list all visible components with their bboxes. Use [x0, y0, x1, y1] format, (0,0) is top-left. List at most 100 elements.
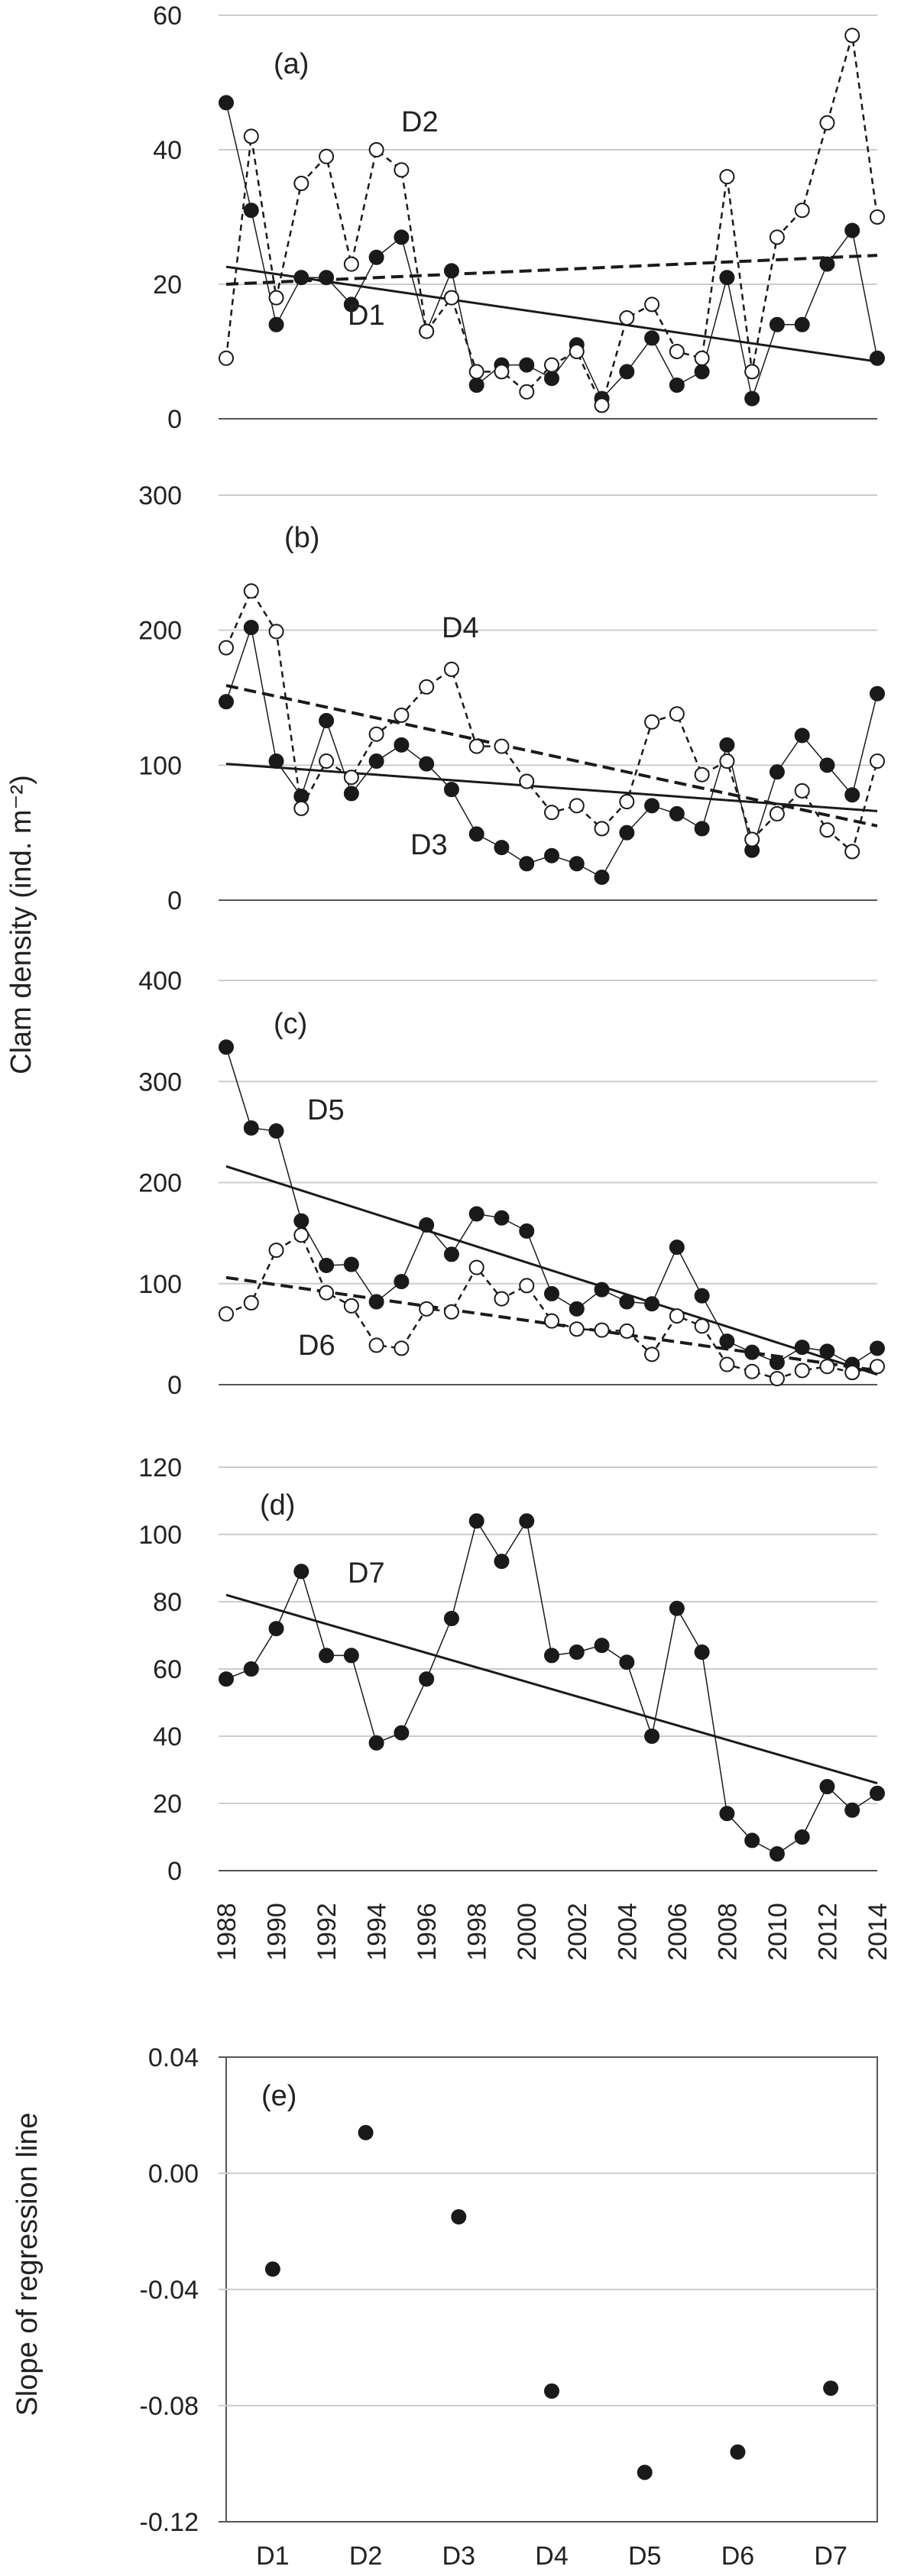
data-point [544, 805, 559, 821]
trend-line-D4 [225, 684, 878, 828]
x-tick-label: D7 [814, 2542, 847, 2571]
data-point [844, 787, 860, 803]
x-tick-label: 1994 [363, 1903, 392, 1961]
data-point [219, 1671, 234, 1687]
data-point [343, 1648, 359, 1664]
data-point [419, 1671, 435, 1687]
data-point [544, 847, 559, 864]
data-point [819, 1343, 835, 1359]
data-point [394, 229, 410, 245]
data-point [644, 1296, 660, 1312]
data-point [494, 1554, 510, 1570]
data-point [443, 1304, 459, 1320]
data-point [343, 786, 359, 802]
y-tick-label: 0 [167, 1371, 182, 1400]
data-point [394, 1274, 410, 1290]
data-point [419, 679, 435, 695]
series-label-D6: D6 [298, 1330, 335, 1362]
series-line-D6 [225, 1233, 878, 1380]
series-label-D2: D2 [401, 106, 439, 138]
data-point [243, 203, 259, 219]
data-point [343, 1256, 359, 1272]
trend-line-D7 [225, 1593, 878, 1785]
data-point [468, 364, 484, 380]
data-point [293, 800, 309, 816]
data-point [794, 1340, 810, 1356]
y-tick-label: -0.08 [140, 2392, 199, 2421]
data-point [293, 1227, 309, 1243]
data-point [319, 270, 335, 286]
x-tick-label: 1988 [212, 1903, 241, 1961]
panel-label: (c) [274, 1008, 307, 1040]
data-point [268, 1243, 284, 1259]
y-tick-label: 300 [138, 481, 182, 510]
data-point [744, 1832, 760, 1849]
data-point [368, 1337, 384, 1353]
data-point [823, 2380, 839, 2396]
data-point [594, 1638, 610, 1654]
data-point [468, 1206, 484, 1222]
data-point [669, 344, 685, 359]
data-point [644, 714, 660, 730]
data-point [419, 1217, 435, 1233]
data-point [519, 384, 535, 400]
panel-label: (d) [260, 1489, 295, 1521]
panels: 0204060(a)D1D20100200300(b)D3D4010020030… [138, 2, 893, 2571]
y-tick-label: 60 [153, 2, 182, 31]
panel-c: 0 100 200 300 400 (c) D5 D6 [138, 967, 885, 1400]
data-point [569, 856, 585, 872]
data-point [569, 1644, 585, 1660]
data-point [268, 290, 284, 306]
series-line-D2 [225, 35, 879, 408]
trend-line-D2 [225, 254, 878, 286]
data-point [619, 1654, 635, 1670]
series-label-D4: D4 [442, 612, 479, 644]
data-point [844, 28, 860, 44]
data-point [319, 1257, 335, 1273]
data-point [694, 821, 710, 837]
y-tick-label: 0.00 [148, 2160, 199, 2189]
data-point [219, 95, 234, 111]
data-point [844, 1802, 860, 1818]
data-point [544, 1313, 559, 1329]
data-point [368, 1735, 384, 1751]
data-point [794, 203, 810, 219]
data-point [519, 1513, 535, 1529]
panel-label: (b) [284, 522, 319, 554]
panel-label: (e) [261, 2080, 296, 2112]
data-point [419, 1301, 435, 1317]
data-point [243, 1294, 259, 1311]
y-tick-label: 0 [167, 1857, 182, 1886]
data-point [544, 357, 559, 373]
data-point [343, 770, 359, 786]
data-point [669, 706, 685, 722]
data-point [468, 377, 484, 393]
data-point [494, 840, 510, 856]
data-point [769, 805, 785, 821]
data-point [619, 825, 635, 841]
data-point [394, 162, 410, 178]
data-point [719, 737, 735, 753]
series-label-D5: D5 [307, 1094, 345, 1126]
data-point [594, 869, 610, 885]
panel-a: 0 20 40 60 (a) D1 D2 [153, 2, 885, 434]
y-tick-label: 60 [153, 1655, 182, 1684]
data-point [794, 727, 810, 744]
data-point [819, 1779, 835, 1794]
data-point [769, 764, 785, 780]
data-point [394, 1340, 410, 1356]
data-point [219, 640, 234, 656]
data-point [694, 766, 710, 783]
data-point [644, 1346, 660, 1363]
data-point [443, 782, 459, 798]
data-point [443, 661, 459, 677]
data-point [719, 169, 735, 185]
y-tick-label: 100 [138, 1270, 182, 1299]
x-tick-label: D2 [349, 2542, 382, 2571]
y-tick-label: 40 [153, 1722, 182, 1751]
data-point [644, 296, 660, 313]
data-point [619, 1323, 635, 1339]
data-point [368, 753, 384, 770]
data-point [769, 1371, 785, 1387]
y-tick-label: 0 [167, 886, 182, 915]
